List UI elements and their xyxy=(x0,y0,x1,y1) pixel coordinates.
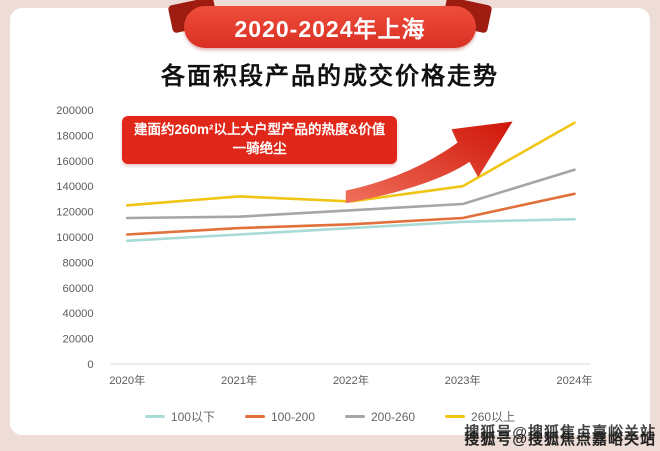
y-tick-label: 140000 xyxy=(56,181,93,193)
y-tick-label: 20000 xyxy=(63,334,94,346)
y-tick-label: 120000 xyxy=(56,207,93,219)
legend-swatch-icon xyxy=(345,415,365,418)
x-tick-label: 2022年 xyxy=(333,373,369,387)
line-chart: 0 20000 40000 60000 80000 100000 120000 140000 1… xyxy=(56,105,592,387)
x-tick-label: 2020年 xyxy=(109,373,145,387)
y-tick-label: 0 xyxy=(87,359,93,371)
chart-legend: 100以下 100-200 200-260 260以上 xyxy=(0,408,660,425)
y-tick-label: 160000 xyxy=(56,156,93,168)
chart-title: 各面积段产品的成交价格走势 xyxy=(161,63,499,90)
y-tick-label: 80000 xyxy=(63,257,94,269)
legend-swatch-icon xyxy=(244,415,265,418)
y-tick-label: 100000 xyxy=(56,232,93,244)
series-line-200-260 xyxy=(125,168,576,220)
trend-arrow-icon xyxy=(345,121,513,204)
x-tick-label: 2021年 xyxy=(221,373,257,387)
series-line-100-200 xyxy=(125,192,576,236)
legend-item: 200-260 xyxy=(345,408,415,425)
series-line-100以下 xyxy=(125,217,576,243)
chart-area: 0 20000 40000 60000 80000 100000 120000 140000 1… xyxy=(4,96,656,396)
legend-swatch-icon xyxy=(445,415,466,418)
legend-label: 100以下 xyxy=(170,410,215,424)
ribbon-banner: 2020-2024年上海 xyxy=(167,0,493,48)
legend-item: 100-200 xyxy=(244,408,315,425)
y-tick-label: 200000 xyxy=(56,105,93,117)
legend-item: 100以下 xyxy=(144,408,215,425)
x-tick-label: 2024年 xyxy=(556,373,592,387)
annotation-line2: 一骑绝尘 xyxy=(232,140,287,156)
legend-swatch-icon xyxy=(144,415,165,418)
banner-pill: 2020-2024年上海 xyxy=(184,6,476,48)
y-tick-label: 40000 xyxy=(63,308,94,320)
y-tick-label: 60000 xyxy=(63,283,94,295)
legend-label: 200-260 xyxy=(371,409,416,424)
legend-label: 100-200 xyxy=(270,409,315,424)
annotation-line1: 建面约260m²以上大户型产品的热度&价值 xyxy=(134,122,386,137)
y-tick-label: 180000 xyxy=(56,130,93,142)
annotation-callout: 建面约260m²以上大户型产品的热度&价值 一骑绝尘 xyxy=(122,116,398,164)
x-tick-label: 2023年 xyxy=(445,373,481,387)
watermark: 搜狐号@搜狐焦点嘉峪关站 xyxy=(464,431,656,448)
banner-title: 2020-2024年上海 xyxy=(234,16,426,42)
legend-item: 260以上 xyxy=(445,408,515,425)
legend-label: 260以上 xyxy=(471,410,516,424)
